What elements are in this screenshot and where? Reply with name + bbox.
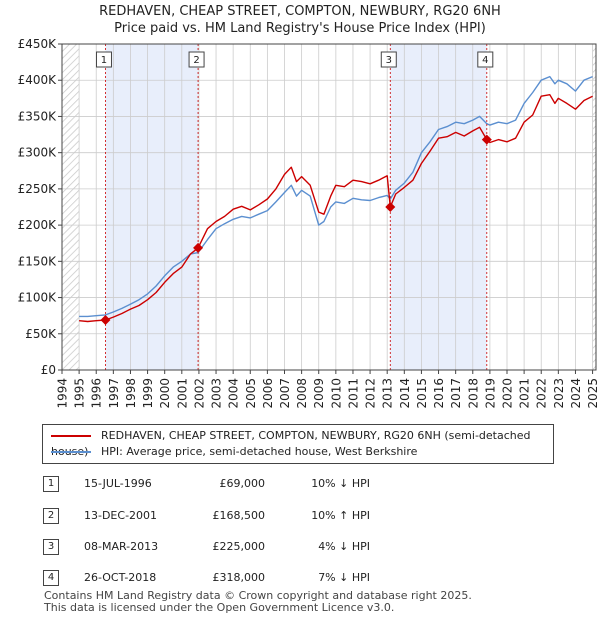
sale-point: [385, 202, 396, 212]
x-tick-label: 2010: [329, 378, 343, 409]
x-tick-label: 2003: [210, 378, 224, 409]
x-tick-label: 2024: [569, 378, 583, 409]
x-tick-label: 2019: [483, 378, 497, 409]
x-tick-label: 1994: [56, 378, 70, 409]
sale-number: 2: [43, 508, 59, 524]
property-series-line: [79, 93, 593, 323]
legend-swatch-property: [51, 435, 91, 437]
sale-number: 3: [43, 539, 59, 555]
sale-date: 08-MAR-2013: [84, 540, 159, 553]
chart-legend: REDHAVEN, CHEAP STREET, COMPTON, NEWBURY…: [42, 424, 554, 464]
sale-date: 15-JUL-1996: [84, 477, 152, 490]
sale-date: 26-OCT-2018: [84, 571, 157, 584]
sale-number: 1: [43, 476, 59, 492]
sale-point: [481, 134, 492, 145]
x-tick-label: 2008: [295, 378, 309, 409]
y-tick-label: £400K: [18, 73, 58, 87]
sale-marker-label: 2: [193, 55, 199, 66]
sale-hpi-diff: 10% ↓ HPI: [311, 477, 370, 490]
hpi-series-line: [79, 75, 593, 318]
legend-swatch-hpi: [51, 451, 91, 453]
sale-date: 13-DEC-2001: [84, 509, 158, 522]
y-tick-label: £200K: [18, 218, 58, 232]
plot-frame: [61, 43, 597, 371]
y-tick-label: £50K: [25, 327, 57, 341]
sale-hpi-diff: 4% ↓ HPI: [318, 540, 370, 553]
sale-number: 4: [43, 570, 59, 586]
x-tick-label: 2025: [586, 378, 600, 409]
legend-label-hpi: HPI: Average price, semi-detached house,…: [101, 445, 418, 458]
sale-price: £225,000: [212, 540, 266, 553]
x-tick-label: 2005: [244, 378, 258, 409]
sale-marker-badge: [380, 51, 397, 68]
footer-license: This data is licensed under the Open Gov…: [44, 601, 395, 614]
hatched-region: [62, 44, 80, 370]
x-tick-label: 2012: [364, 378, 378, 409]
sale-price: £69,000: [219, 477, 266, 490]
x-tick-label: 2006: [261, 378, 275, 409]
x-tick-label: 2002: [192, 378, 206, 409]
x-tick-label: 1999: [141, 378, 155, 409]
x-tick-label: 2013: [381, 378, 395, 409]
x-tick-label: 2022: [535, 378, 549, 409]
x-tick-label: 2009: [312, 378, 326, 409]
x-tick-label: 2007: [278, 378, 292, 409]
sale-marker-label: 4: [482, 55, 488, 66]
chart-subtitle: Price paid vs. HM Land Registry's House …: [114, 21, 486, 36]
y-tick-label: £100K: [18, 291, 58, 305]
legend-item-property: REDHAVEN, CHEAP STREET, COMPTON, NEWBURY…: [51, 428, 553, 458]
sale-point: [193, 242, 204, 253]
x-tick-label: 2016: [432, 378, 446, 409]
x-tick-label: 2015: [415, 378, 429, 409]
x-tick-label: 2014: [398, 378, 412, 409]
sale-hpi-diff: 7% ↓ HPI: [318, 571, 370, 584]
x-tick-label: 1995: [73, 378, 87, 409]
sale-marker-badge: [95, 51, 112, 68]
x-tick-label: 2000: [158, 378, 172, 409]
y-tick-label: £250K: [18, 182, 58, 196]
chart-title: REDHAVEN, CHEAP STREET, COMPTON, NEWBURY…: [99, 4, 501, 19]
x-tick-label: 1997: [107, 378, 121, 409]
y-tick-label: £450K: [18, 37, 58, 51]
footer-copyright: Contains HM Land Registry data © Crown c…: [44, 589, 472, 602]
x-tick-label: 2001: [175, 378, 189, 409]
x-tick-label: 2021: [518, 378, 532, 409]
x-tick-label: 2004: [227, 378, 241, 409]
x-tick-label: 2017: [449, 378, 463, 409]
y-tick-label: £0: [41, 363, 56, 377]
sale-point: [100, 315, 111, 326]
sale-marker-badge: [188, 51, 205, 68]
sale-price: £168,500: [212, 509, 266, 522]
y-tick-label: £300K: [18, 146, 58, 160]
y-tick-label: £150K: [18, 254, 58, 268]
x-tick-label: 1998: [124, 378, 138, 409]
legend-item-hpi: HPI: Average price, semi-detached house,…: [51, 444, 417, 460]
y-tick-label: £350K: [18, 109, 58, 123]
sale-price: £318,000: [212, 571, 266, 584]
shaded-region: [105, 44, 199, 370]
sale-marker-badge: [477, 51, 494, 68]
x-tick-label: 2011: [346, 378, 360, 409]
x-tick-label: 1996: [90, 378, 104, 409]
x-tick-label: 2018: [466, 378, 480, 409]
hatched-region: [592, 44, 596, 370]
sale-marker-label: 3: [386, 55, 392, 66]
sale-hpi-diff: 10% ↑ HPI: [311, 509, 370, 522]
x-tick-label: 2020: [501, 378, 515, 409]
x-tick-label: 2023: [552, 378, 566, 409]
sale-marker-label: 1: [101, 55, 107, 66]
